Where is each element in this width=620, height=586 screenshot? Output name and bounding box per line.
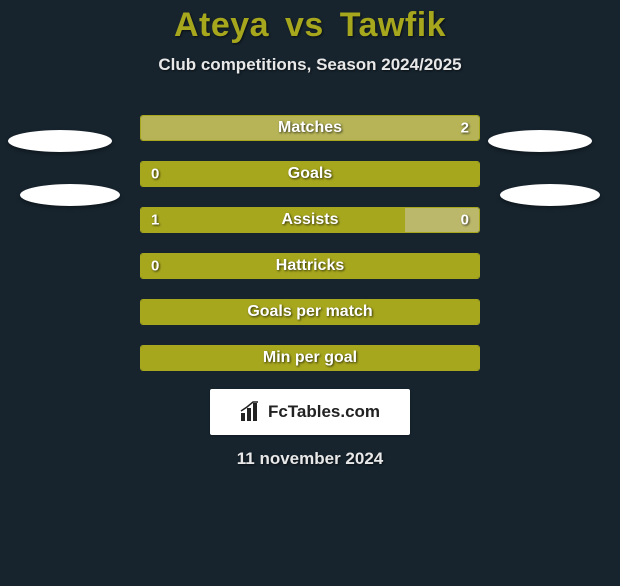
stat-bar-matches-right-value: 2 [461,120,469,137]
avatar-right-1 [488,130,592,152]
stat-bar-goals-left-value: 0 [151,166,159,183]
stat-bars: Matches 2 Goals 0 Assists 1 0 Hattricks 0 Goals p… [0,115,620,371]
stat-bar-assists-left-seg [141,208,405,232]
stat-bar-assists-left-value: 1 [151,212,159,229]
stat-bar-gpm-label: Goals per match [247,303,372,321]
subtitle: Club competitions, Season 2024/2025 [0,55,620,75]
fctables-logo: FcTables.com [210,389,410,435]
bar-chart-icon [240,401,262,423]
stat-bar-gpm: Goals per match [140,299,480,325]
title-player2: Tawfik [340,6,446,44]
stat-bar-goals-label: Goals [288,165,332,183]
avatar-left-1 [8,130,112,152]
date-stamp: 11 november 2024 [0,449,620,469]
stat-bar-hattricks-left-value: 0 [151,258,159,275]
stat-bar-matches: Matches 2 [140,115,480,141]
stat-bar-mpg: Min per goal [140,345,480,371]
avatar-right-2 [500,184,600,206]
title-vs: vs [285,6,324,44]
logo-text: FcTables.com [268,402,380,422]
stat-bar-matches-label: Matches [278,119,342,137]
title-player1: Ateya [174,6,269,44]
stat-bar-assists-label: Assists [282,211,339,229]
stat-bar-hattricks-label: Hattricks [276,257,344,275]
stat-bar-goals: Goals 0 [140,161,480,187]
stat-bar-assists-right-value: 0 [461,212,469,229]
stat-bar-assists: Assists 1 0 [140,207,480,233]
stat-bar-hattricks: Hattricks 0 [140,253,480,279]
logo-text-suffix: .com [340,402,380,421]
logo-text-bold: FcTables [268,402,340,421]
page-title: Ateya vs Tawfik [0,6,620,45]
avatar-left-2 [20,184,120,206]
stat-bar-mpg-label: Min per goal [263,349,357,367]
